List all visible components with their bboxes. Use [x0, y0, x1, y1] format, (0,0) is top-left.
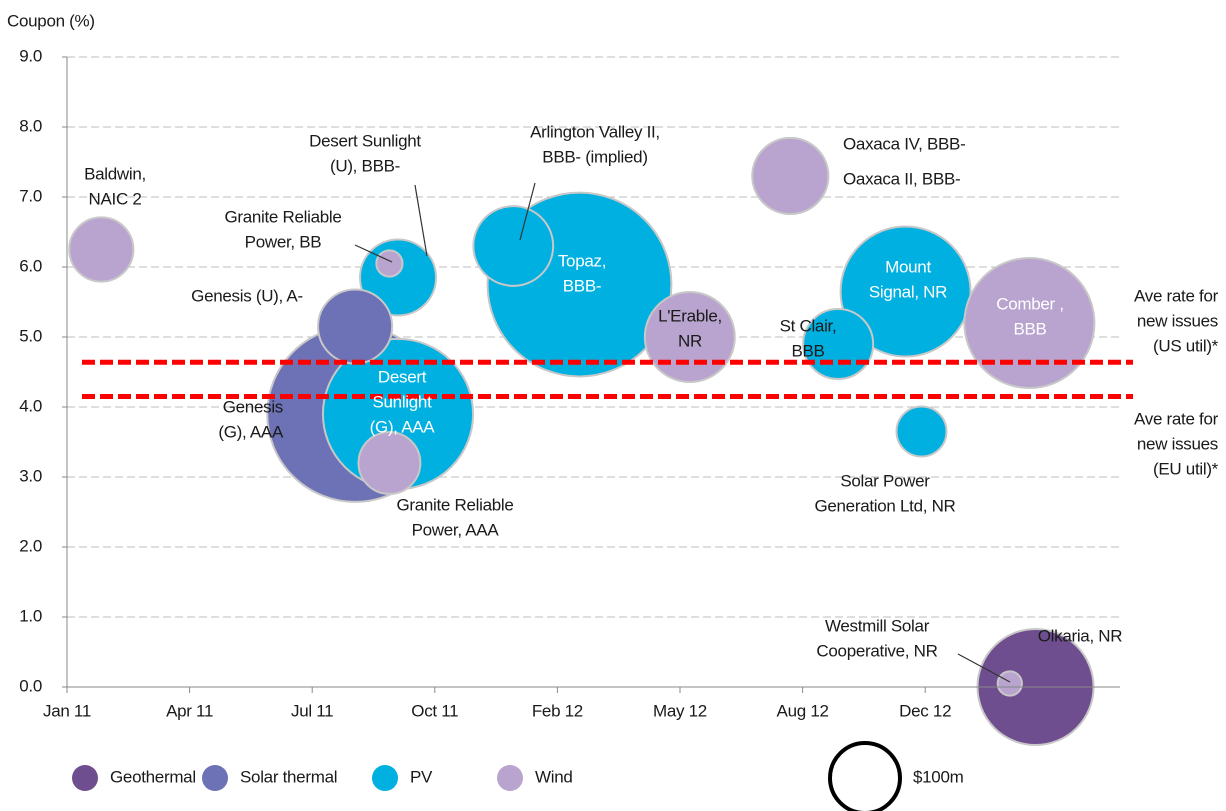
y-tick-label: 5.0	[19, 326, 42, 345]
x-tick-label: May 12	[653, 701, 707, 720]
y-tick-label: 9.0	[19, 46, 42, 65]
leader-line	[957, 653, 1011, 683]
bubble	[317, 288, 394, 365]
bubble-label: St Clair,	[780, 316, 837, 335]
bubble-label: Desert	[378, 367, 427, 386]
reference-label: new issues	[1137, 434, 1218, 453]
bubble-label: Desert Sunlight	[309, 131, 421, 150]
reference-label: (US util)*	[1153, 336, 1219, 355]
x-tick-label: Oct 11	[411, 701, 458, 720]
y-tick-label: 0.0	[19, 676, 42, 695]
bubble-label: Signal, NR	[869, 282, 947, 301]
bubble-label: (G), AAA	[218, 422, 284, 441]
leader-line	[414, 184, 428, 257]
y-axis-title: Coupon (%)	[7, 11, 95, 30]
bubble-label: Baldwin,	[84, 164, 146, 183]
y-tick-label: 4.0	[19, 396, 42, 415]
size-legend-bubble	[828, 741, 902, 811]
y-tick-label: 8.0	[19, 116, 42, 135]
bubble	[643, 291, 736, 383]
bubble-label: Mount	[885, 257, 931, 276]
legend-label: Geothermal	[110, 767, 196, 786]
bubble-label: Power, BB	[245, 232, 322, 251]
bubble-label: Granite Reliable	[396, 495, 513, 514]
reference-label: Ave rate for	[1134, 409, 1219, 428]
bubble-label: Topaz,	[558, 251, 606, 270]
bubble	[68, 216, 135, 283]
legend-label: PV	[410, 767, 433, 786]
bubble	[895, 405, 948, 458]
legend-swatch	[72, 765, 98, 791]
bubble	[472, 205, 555, 287]
bubble	[996, 670, 1023, 697]
bubble-label: (G), AAA	[370, 417, 436, 436]
reference-label: new issues	[1137, 311, 1218, 330]
bubble	[751, 136, 830, 216]
reference-label: Ave rate for	[1134, 286, 1219, 305]
bubble-label: Arlington Valley II,	[530, 122, 660, 141]
leader-line	[354, 244, 393, 263]
x-tick-label: Feb 12	[532, 701, 583, 720]
bubble	[375, 249, 404, 278]
bubble	[839, 225, 972, 358]
legend-swatch	[497, 765, 523, 791]
y-tick-label: 2.0	[19, 536, 42, 555]
bubble-label: BBB- (implied)	[542, 147, 647, 166]
reference-label: (EU util)*	[1153, 459, 1219, 478]
bubble-label: Cooperative, NR	[816, 641, 937, 660]
bubble-label: Power, AAA	[412, 520, 500, 539]
legend-swatch	[202, 765, 228, 791]
bubble-label: Oaxaca IV, BBB-	[843, 134, 965, 153]
bubble-label: Granite Reliable	[224, 207, 341, 226]
y-tick-label: 3.0	[19, 466, 42, 485]
x-tick-label: Jan 11	[43, 701, 91, 720]
bubble-label: Comber ,	[996, 294, 1064, 313]
bubble-label: Sunlight	[372, 392, 432, 411]
legend-swatch	[372, 765, 398, 791]
bubble-label: Genesis	[223, 397, 283, 416]
size-legend-label: $100m	[913, 767, 964, 786]
y-tick-label: 1.0	[19, 606, 42, 625]
bubble-label: BBB	[1013, 319, 1046, 338]
x-tick-label: Apr 11	[166, 701, 213, 720]
bubble-label: Oaxaca II, BBB-	[843, 169, 960, 188]
y-tick-label: 7.0	[19, 186, 42, 205]
bubble-label: NR	[678, 331, 702, 350]
x-tick-label: Dec 12	[899, 701, 951, 720]
bubble-label: Genesis (U), A-	[191, 286, 303, 305]
bubble-label: Generation Ltd, NR	[814, 496, 955, 515]
bubble-label: NAIC 2	[89, 189, 142, 208]
bubble-label: Solar Power	[840, 471, 930, 490]
x-tick-label: Jul 11	[291, 701, 333, 720]
y-tick-label: 6.0	[19, 256, 42, 275]
legend-label: Solar thermal	[240, 767, 337, 786]
bubble-label: BBB-	[563, 276, 601, 295]
bubble-label: BBB	[791, 341, 824, 360]
leader-lines	[354, 182, 1011, 683]
bubble	[357, 431, 422, 495]
x-tick-label: Aug 12	[777, 701, 829, 720]
legend-label: Wind	[535, 767, 573, 786]
bubble-label: Westmill Solar	[825, 616, 930, 635]
leader-line	[519, 182, 536, 241]
bubble-label: L'Erable,	[658, 306, 722, 325]
bubble-label: Olkaria, NR	[1038, 626, 1123, 645]
bubble	[963, 256, 1096, 390]
bubble-label: (U), BBB-	[330, 156, 400, 175]
